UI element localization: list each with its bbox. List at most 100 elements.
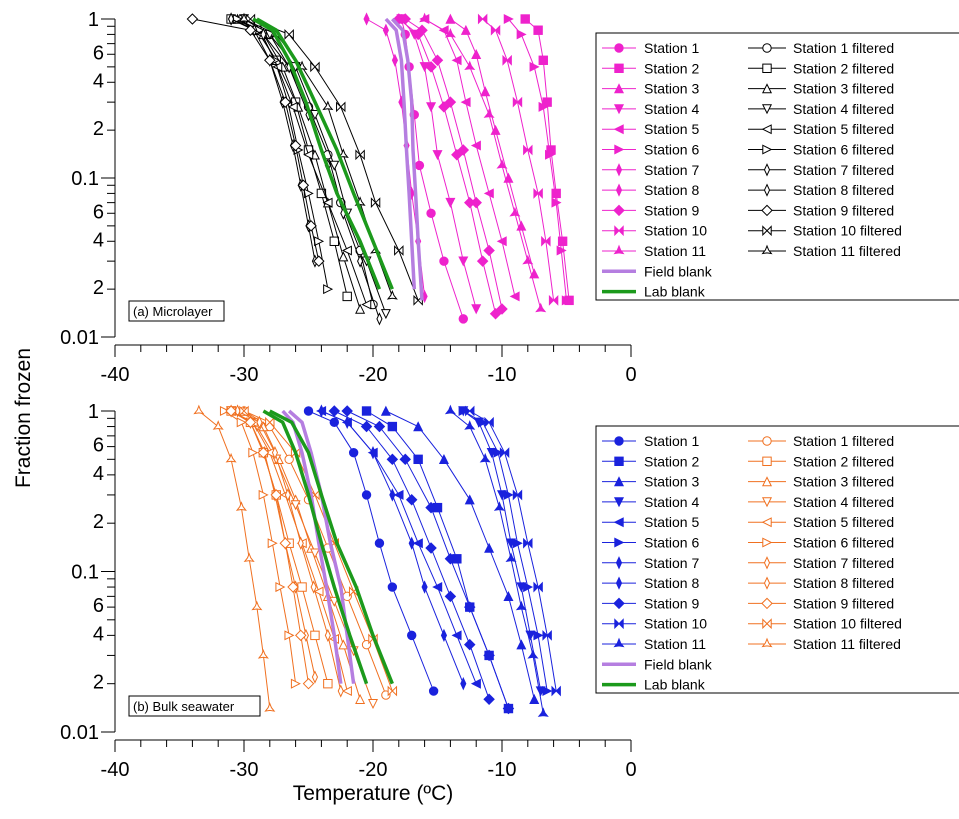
x-tick-label: -20 [359, 759, 388, 781]
data-point [387, 421, 398, 432]
legend-marker [614, 43, 624, 53]
panel-label: (b) Bulk seawater [133, 699, 235, 714]
legend-entry: Station 9 [602, 202, 699, 218]
legend-entry: Station 2 [602, 453, 699, 469]
legend-label: Station 9 filtered [793, 595, 894, 611]
legend-label: Station 9 [644, 202, 699, 218]
series-line [384, 17, 417, 290]
legend-entry: Station 11 filtered [748, 636, 901, 652]
data-point [310, 580, 317, 594]
data-point [324, 628, 331, 643]
legend-marker [762, 618, 772, 630]
y-tick-label: 0.01 [60, 722, 99, 744]
legend-entry: Station 6 [602, 535, 699, 551]
data-point [284, 488, 291, 502]
data-point [432, 150, 443, 161]
data-point [239, 405, 249, 417]
data-point [270, 489, 282, 501]
legend-label: Station 5 filtered [793, 514, 894, 530]
data-point [394, 245, 404, 256]
series-line [424, 18, 516, 297]
legend-marker [762, 63, 772, 73]
data-point [297, 582, 307, 592]
series-line [334, 410, 490, 700]
data-point [355, 303, 366, 314]
data-point [551, 197, 562, 208]
legend-entry: Station 3 [602, 474, 699, 490]
data-point [338, 639, 349, 650]
series-line [405, 18, 503, 310]
legend-label: Station 2 filtered [793, 60, 894, 76]
data-point [380, 309, 391, 320]
legend-entry: Station 7 filtered [748, 555, 894, 571]
series-line [237, 18, 361, 310]
legend-label: Station 4 filtered [793, 494, 894, 510]
data-point [309, 110, 320, 121]
legend-entry: Station 1 filtered [748, 433, 894, 449]
series-line [391, 17, 424, 301]
legend-marker [614, 63, 624, 73]
data-point [490, 24, 501, 36]
legend-label: Station 11 filtered [793, 243, 901, 259]
legend-entry: Station 6 [602, 142, 699, 158]
legend-label: Station 5 [644, 121, 699, 137]
legend-label: Station 10 [644, 223, 707, 239]
y-tick-label: 4 [93, 70, 104, 92]
legend-entry: Station 4 filtered [748, 494, 894, 510]
data-point [258, 489, 269, 500]
data-point [297, 536, 304, 550]
data-point [413, 454, 423, 465]
data-point [302, 677, 315, 690]
legend-label: Station 7 [644, 162, 699, 178]
series-line [398, 18, 497, 314]
legend-entry: Station 8 filtered [748, 575, 894, 591]
data-point [425, 501, 437, 514]
legend-marker [614, 618, 624, 630]
series-line [230, 410, 374, 704]
series-line [401, 18, 477, 310]
legend-label: Station 1 [644, 433, 699, 449]
legend-entry: Station 4 [602, 101, 699, 117]
legend-marker [615, 183, 623, 197]
data-point [193, 404, 205, 415]
series-filtered-20 [245, 13, 423, 306]
data-point [387, 582, 398, 592]
x-tick-label: -10 [488, 364, 517, 386]
x-tick-label: -30 [230, 364, 259, 386]
legend-entry: Field blank [602, 656, 713, 672]
data-point [533, 188, 543, 199]
legend-entry: Station 8 [602, 182, 699, 198]
legend-marker [762, 43, 772, 53]
data-point [512, 96, 523, 108]
data-point [483, 188, 494, 199]
data-point [480, 86, 491, 97]
series-unfiltered-9 [465, 405, 561, 697]
series-line [463, 410, 548, 692]
data-point [438, 453, 449, 465]
legend-label: Station 4 [644, 494, 699, 510]
data-point [432, 582, 443, 593]
legend-label: Station 3 filtered [793, 474, 894, 490]
data-point [496, 159, 508, 169]
legend-entry: Station 9 [602, 595, 699, 611]
data-point [310, 61, 320, 73]
data-point [355, 693, 366, 704]
legend-entry: Lab blank [602, 284, 706, 300]
legend-entry: Station 4 filtered [748, 101, 894, 117]
data-point [425, 61, 437, 73]
legend-label: Station 4 filtered [793, 101, 894, 117]
legend-marker [763, 163, 771, 177]
legend-label: Station 8 filtered [793, 575, 894, 591]
legend-label: Field blank [644, 263, 713, 279]
data-point [545, 149, 556, 160]
data-point [399, 453, 411, 466]
data-point [512, 538, 523, 549]
legend-marker [614, 144, 625, 155]
y-tick-label: 6 [93, 435, 104, 457]
data-point [533, 630, 544, 641]
legend-marker [761, 597, 773, 610]
data-point [391, 53, 399, 67]
legend-label: Station 7 filtered [793, 555, 894, 571]
data-point [464, 60, 476, 71]
legend-entry: Station 1 filtered [748, 40, 894, 56]
